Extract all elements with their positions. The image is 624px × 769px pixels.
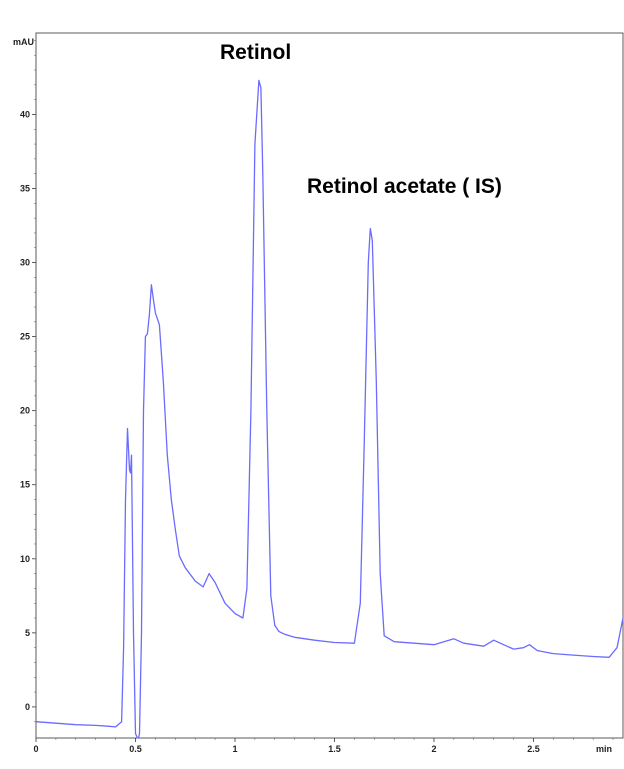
x-tick-label: 1.5 <box>328 744 341 754</box>
y-tick-label: 5 <box>25 628 30 638</box>
x-unit-label: min <box>596 744 612 754</box>
y-tick-label: 25 <box>20 332 30 342</box>
y-axis: 0 5 10 15 20 25 30 35 40 <box>20 40 36 722</box>
x-tick-label: 0 <box>33 744 38 754</box>
plot-frame <box>35 32 624 739</box>
peak-label-retinol: Retinol <box>220 41 291 64</box>
y-tick-label: 10 <box>20 554 30 564</box>
y-tick-label: 35 <box>20 184 30 194</box>
x-axis: 0 0.5 1 1.5 2 2.5 <box>33 738 614 754</box>
y-tick-label: 0 <box>25 702 30 712</box>
y-tick-label: 30 <box>20 258 30 268</box>
x-tick-label: 2 <box>431 744 436 754</box>
peak-label-retinol-acetate: Retinol acetate ( IS) <box>307 175 502 198</box>
y-tick-label: 40 <box>20 109 30 119</box>
x-tick-label: 2.5 <box>527 744 540 754</box>
y-unit-label: mAU <box>13 37 34 47</box>
x-tick-label: 1 <box>232 744 237 754</box>
y-tick-label: 15 <box>20 480 30 490</box>
chromatogram-trace <box>35 79 624 739</box>
y-tick-label: 20 <box>20 406 30 416</box>
x-tick-label: 0.5 <box>129 744 142 754</box>
